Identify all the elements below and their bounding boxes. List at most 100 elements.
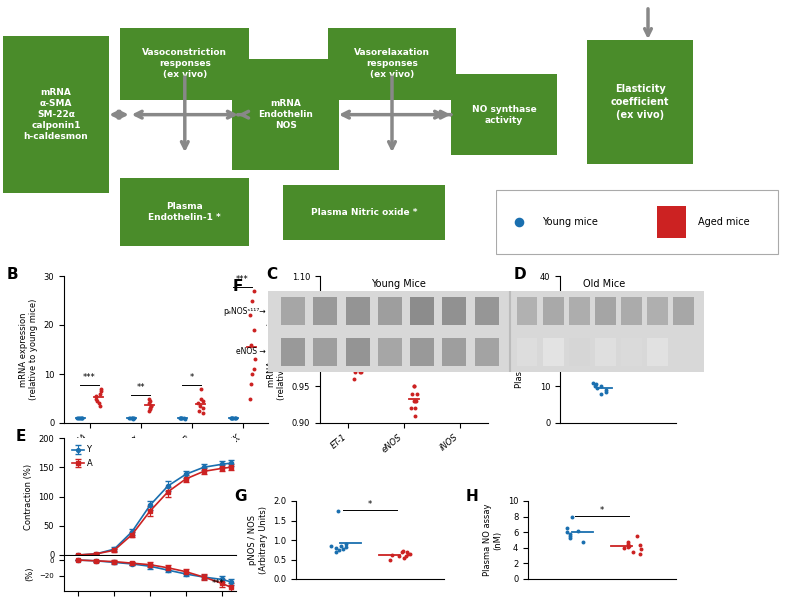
Point bbox=[461, 301, 474, 310]
Bar bbox=[658, 206, 686, 238]
Point bbox=[409, 411, 422, 421]
Text: *: * bbox=[368, 500, 372, 509]
Point bbox=[245, 379, 258, 389]
Bar bbox=[346, 338, 370, 365]
Point bbox=[410, 389, 423, 398]
Point bbox=[464, 308, 477, 317]
Point bbox=[465, 316, 478, 325]
Point bbox=[225, 413, 238, 423]
Point bbox=[402, 550, 414, 559]
Point bbox=[178, 413, 190, 423]
Point bbox=[395, 548, 408, 557]
Point bbox=[442, 344, 455, 354]
Point bbox=[75, 413, 88, 422]
Point bbox=[442, 344, 455, 354]
Point bbox=[400, 547, 413, 557]
Point bbox=[403, 549, 416, 559]
Point bbox=[194, 384, 207, 394]
Point bbox=[576, 537, 589, 547]
Point bbox=[225, 413, 238, 423]
Point bbox=[71, 413, 84, 422]
Point bbox=[333, 337, 346, 347]
Point bbox=[245, 340, 258, 349]
Point bbox=[626, 547, 639, 557]
Point bbox=[230, 413, 242, 422]
Point bbox=[246, 369, 258, 379]
Bar bbox=[378, 298, 402, 325]
X-axis label: Phenylephrine (-log M): Phenylephrine (-log M) bbox=[102, 579, 198, 588]
Point bbox=[94, 401, 106, 410]
Text: Young Mice: Young Mice bbox=[371, 280, 426, 289]
Point bbox=[588, 382, 601, 391]
Bar bbox=[595, 338, 616, 365]
Point bbox=[354, 367, 367, 376]
Point bbox=[622, 539, 635, 548]
Point bbox=[390, 344, 402, 354]
Point bbox=[176, 413, 189, 422]
Point bbox=[337, 544, 350, 553]
Point bbox=[594, 382, 607, 391]
Point bbox=[349, 367, 362, 376]
Bar bbox=[542, 298, 564, 325]
Point bbox=[334, 352, 346, 362]
Bar bbox=[647, 298, 668, 325]
Point bbox=[466, 316, 478, 325]
Point bbox=[350, 359, 362, 369]
Point bbox=[386, 344, 398, 354]
Y-axis label: mRNA expression
(relative to young mice): mRNA expression (relative to young mice) bbox=[18, 299, 38, 400]
Bar bbox=[674, 298, 694, 325]
Point bbox=[466, 308, 479, 317]
Point bbox=[622, 542, 634, 552]
Point bbox=[599, 385, 612, 395]
Point bbox=[600, 387, 613, 397]
Text: Vasoconstriction
responses
(ex vivo): Vasoconstriction responses (ex vivo) bbox=[142, 48, 227, 79]
Text: *: * bbox=[600, 506, 604, 515]
Bar bbox=[346, 298, 370, 325]
Point bbox=[391, 330, 404, 340]
Text: Young mice: Young mice bbox=[542, 217, 598, 227]
Point bbox=[330, 547, 342, 557]
Point bbox=[444, 352, 457, 362]
Point bbox=[622, 537, 634, 547]
Point bbox=[248, 286, 261, 295]
Point bbox=[397, 546, 410, 556]
Point bbox=[638, 301, 651, 310]
Text: mRNA
α-SMA
SM-22α
calponin1
h-caldesmon: mRNA α-SMA SM-22α calponin1 h-caldesmon bbox=[24, 88, 88, 142]
Point bbox=[325, 541, 338, 551]
Point bbox=[340, 542, 353, 552]
Y-axis label: Plasma ET-1 assay
(pg/ml): Plasma ET-1 assay (pg/ml) bbox=[514, 311, 534, 388]
Point bbox=[564, 533, 577, 543]
Bar bbox=[674, 338, 694, 365]
Point bbox=[90, 391, 102, 401]
Y-axis label: Plasma NO assay
(nM): Plasma NO assay (nM) bbox=[483, 504, 502, 576]
Point bbox=[388, 359, 401, 369]
Point bbox=[243, 394, 256, 403]
Bar bbox=[542, 338, 564, 365]
Bar bbox=[474, 298, 498, 325]
Bar bbox=[621, 298, 642, 325]
Point bbox=[445, 330, 458, 340]
Point bbox=[90, 394, 102, 403]
Point bbox=[587, 378, 600, 388]
Text: pₑNOSˢ¹¹⁷→: pₑNOSˢ¹¹⁷→ bbox=[223, 307, 266, 316]
Text: *: * bbox=[402, 320, 406, 329]
Point bbox=[333, 545, 346, 554]
Point bbox=[248, 355, 261, 364]
Point bbox=[392, 551, 405, 561]
Point bbox=[334, 344, 347, 354]
Point bbox=[334, 541, 347, 551]
Point bbox=[248, 364, 261, 374]
Point bbox=[564, 532, 577, 541]
Point bbox=[560, 523, 573, 533]
Point bbox=[94, 389, 106, 398]
Point bbox=[144, 403, 157, 413]
Point bbox=[174, 413, 186, 423]
Y-axis label: Contraction (%): Contraction (%) bbox=[24, 463, 33, 530]
Bar bbox=[517, 298, 538, 325]
Text: Old Mice: Old Mice bbox=[582, 280, 625, 289]
Point bbox=[622, 541, 635, 551]
Point bbox=[126, 413, 138, 423]
Text: Elasticity
coefficient
(ex vivo): Elasticity coefficient (ex vivo) bbox=[610, 84, 670, 120]
Text: NO synthase
activity: NO synthase activity bbox=[472, 104, 536, 125]
FancyBboxPatch shape bbox=[587, 40, 693, 164]
